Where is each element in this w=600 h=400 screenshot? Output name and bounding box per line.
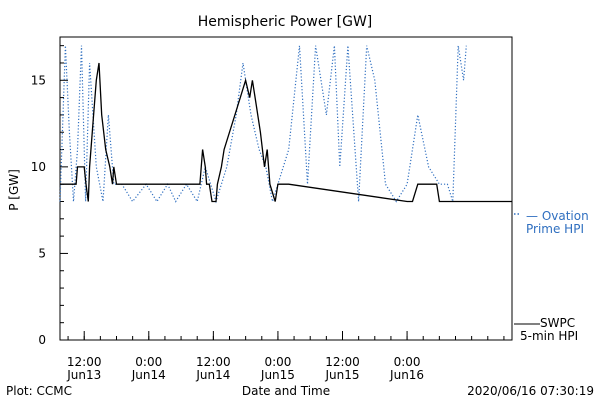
- chart-title: Hemispheric Power [GW]: [198, 14, 373, 30]
- x-tick-label-date: Jun15: [324, 368, 359, 382]
- legend-swpc-line1: SWPC: [540, 316, 575, 330]
- legend-ovation-line1: — Ovation: [526, 209, 589, 223]
- x-tick-label-time: 0:00: [394, 355, 421, 369]
- x-tick-label-time: 12:00: [325, 355, 360, 369]
- series-ovation-prime-line: [59, 45, 467, 204]
- plot-border: [59, 36, 513, 341]
- legend-swpc-line2: 5-min HPI: [520, 329, 578, 343]
- x-axis-label: Date and Time: [242, 384, 330, 398]
- x-tick-label-date: Jun16: [389, 368, 424, 382]
- y-axis-label: P [GW]: [7, 169, 21, 211]
- x-axis-ticks: 12:00Jun130:00Jun1412:00Jun140:00Jun1512…: [66, 331, 505, 382]
- x-tick-label-date: Jun14: [195, 368, 230, 382]
- x-tick-label-time: 0:00: [135, 355, 162, 369]
- footer-credit: Plot: CCMC: [6, 384, 72, 398]
- x-tick-label-time: 12:00: [196, 355, 231, 369]
- y-tick-label: 15: [31, 73, 46, 87]
- y-tick-label: 5: [38, 246, 46, 260]
- series-swpc-line: [60, 62, 512, 203]
- x-tick-label-date: Jun14: [131, 368, 166, 382]
- series-layer: [59, 45, 512, 204]
- y-tick-label: 10: [31, 160, 46, 174]
- y-tick-label: 0: [38, 333, 46, 347]
- y-axis-ticks: 0 5 10 15: [31, 45, 68, 347]
- x-tick-label-date: Jun15: [260, 368, 295, 382]
- x-tick-label-time: 0:00: [264, 355, 291, 369]
- legend-ovation-line2: Prime HPI: [526, 222, 584, 236]
- x-tick-label-date: Jun13: [66, 368, 101, 382]
- x-tick-label-time: 12:00: [67, 355, 102, 369]
- plot-frame: [59, 36, 513, 341]
- footer-timestamp: 2020/06/16 07:30:19: [467, 384, 594, 398]
